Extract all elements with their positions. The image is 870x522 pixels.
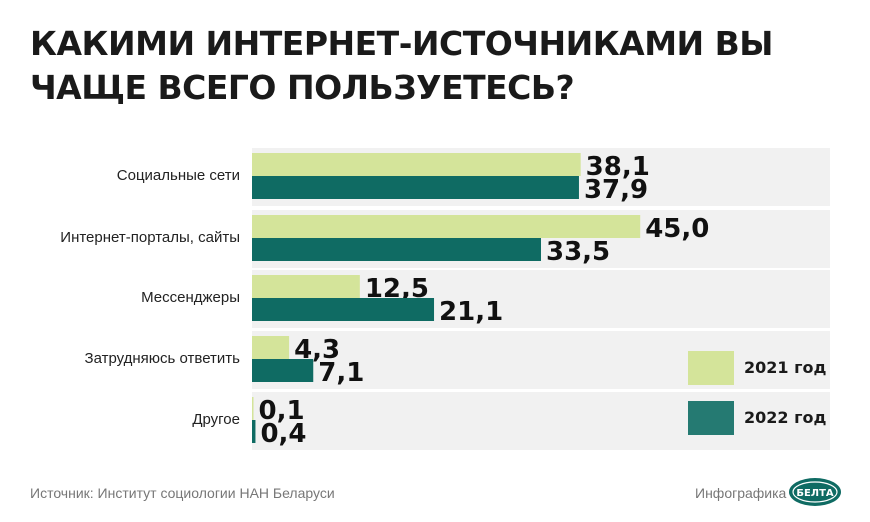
data-label: 21,1	[439, 297, 503, 327]
belta-logo: БЕЛТА	[789, 478, 841, 506]
data-label: 38,1	[586, 152, 650, 182]
bar-2021	[252, 215, 641, 238]
category-label: Другое	[192, 411, 240, 428]
category-label: Мессенджеры	[141, 289, 240, 306]
bar-2021	[252, 397, 254, 420]
bar-2022	[252, 176, 579, 199]
chart-title: КАКИМИ ИНТЕРНЕТ-ИСТОЧНИКАМИ ВЫ ЧАЩЕ ВСЕГ…	[30, 24, 774, 107]
data-label: 7,1	[318, 358, 364, 388]
source-note: Источник: Институт социологии НАН Белару…	[30, 485, 335, 501]
data-label: 0,4	[260, 419, 306, 449]
legend-swatch-2022	[688, 401, 734, 435]
data-label: 0,1	[259, 396, 305, 426]
bar-2022	[252, 359, 314, 382]
bar-2021	[252, 275, 360, 298]
bar-2022	[252, 298, 435, 321]
credit-label: Инфографика	[695, 485, 787, 501]
data-label: 45,0	[645, 214, 709, 244]
category-label: Затрудняюсь ответить	[85, 350, 241, 367]
bar-2021	[252, 153, 581, 176]
svg-text:БЕЛТА: БЕЛТА	[796, 488, 834, 499]
category-label: Интернет-порталы, сайты	[60, 229, 240, 246]
legend-label-2021: 2021 год	[744, 358, 827, 377]
data-label: 37,9	[584, 175, 648, 205]
legend-item-2021: 2021 год	[688, 351, 848, 385]
legend-swatch-2021	[688, 351, 734, 385]
data-label: 33,5	[546, 237, 610, 267]
bar-2022	[252, 420, 256, 443]
legend-item-2022: 2022 год	[688, 401, 848, 435]
bar-2022	[252, 238, 541, 261]
legend-label-2022: 2022 год	[744, 408, 827, 427]
category-label: Социальные сети	[117, 167, 240, 184]
bar-2021	[252, 336, 290, 359]
